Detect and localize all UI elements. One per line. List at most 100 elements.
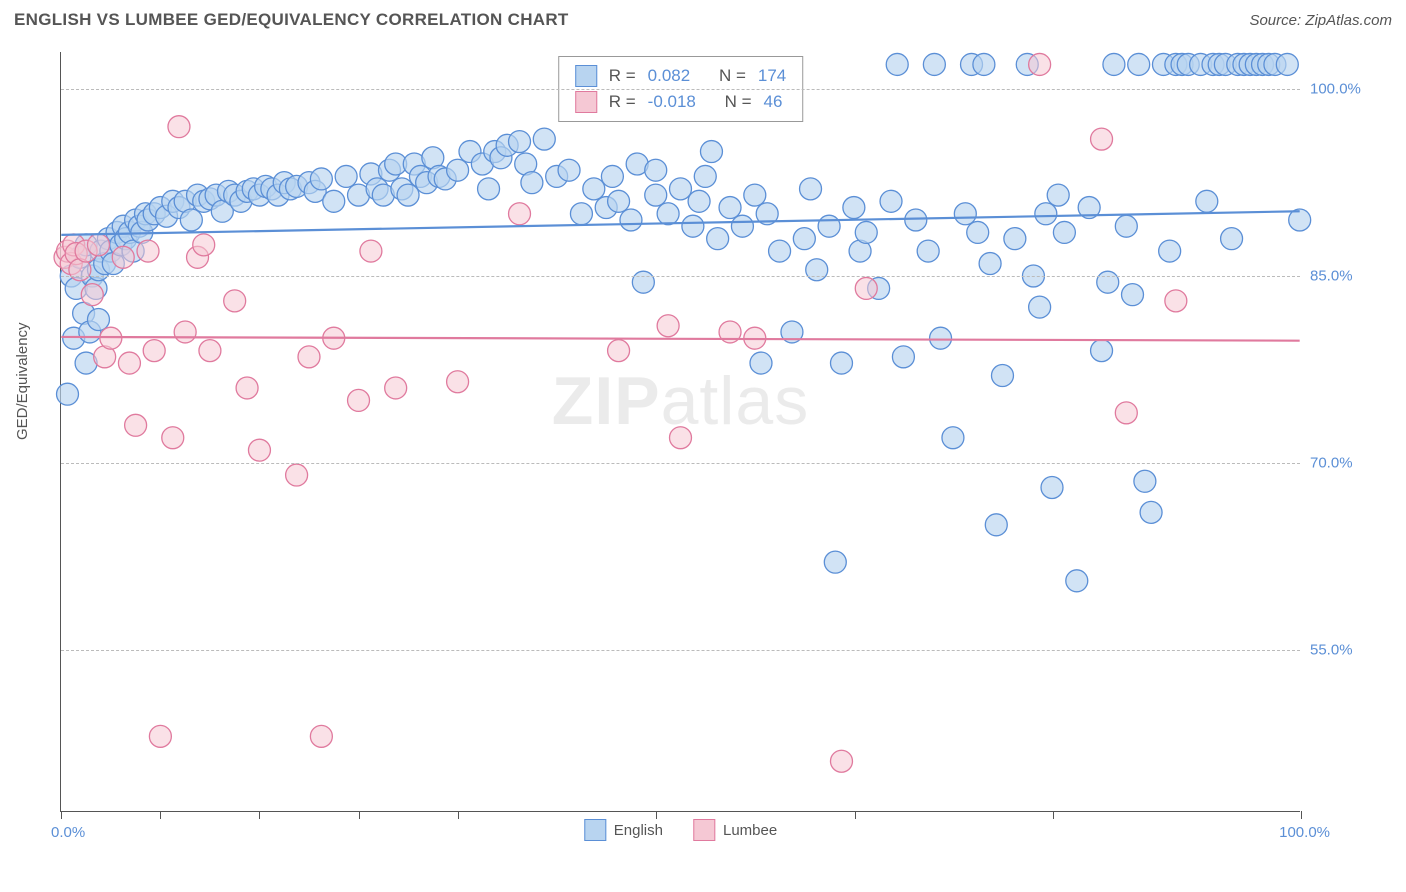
- data-point: [385, 377, 407, 399]
- data-point: [180, 209, 202, 231]
- data-point: [670, 427, 692, 449]
- data-point: [800, 178, 822, 200]
- data-point: [224, 290, 246, 312]
- data-point: [286, 464, 308, 486]
- data-point: [533, 128, 555, 150]
- swatch-lumbee: [575, 91, 597, 113]
- data-point: [750, 352, 772, 374]
- x-tick: [656, 811, 657, 819]
- legend-item-lumbee: Lumbee: [693, 819, 777, 841]
- data-point: [694, 165, 716, 187]
- data-point: [162, 427, 184, 449]
- data-point: [855, 277, 877, 299]
- data-point: [1004, 228, 1026, 250]
- data-point: [831, 750, 853, 772]
- data-point: [892, 346, 914, 368]
- data-point: [1066, 570, 1088, 592]
- gridline: [61, 463, 1300, 464]
- data-point: [118, 352, 140, 374]
- data-point: [1053, 221, 1075, 243]
- gridline: [61, 650, 1300, 651]
- data-point: [1115, 402, 1137, 424]
- data-point: [670, 178, 692, 200]
- data-point: [731, 215, 753, 237]
- data-point: [360, 240, 382, 262]
- data-point: [923, 53, 945, 75]
- data-point: [942, 427, 964, 449]
- stats-row-lumbee: R = -0.018 N = 46: [575, 89, 787, 115]
- data-point: [310, 168, 332, 190]
- data-point: [1041, 477, 1063, 499]
- data-point: [521, 172, 543, 194]
- data-point: [744, 184, 766, 206]
- data-point: [843, 197, 865, 219]
- x-tick: [1301, 811, 1302, 819]
- source-attribution: Source: ZipAtlas.com: [1249, 12, 1392, 29]
- data-point: [886, 53, 908, 75]
- gridline: [61, 89, 1300, 90]
- data-point: [824, 551, 846, 573]
- data-point: [1029, 296, 1051, 318]
- data-point: [806, 259, 828, 281]
- data-point: [1128, 53, 1150, 75]
- x-axis-min-label: 0.0%: [51, 824, 85, 841]
- data-point: [1221, 228, 1243, 250]
- data-point: [707, 228, 729, 250]
- data-point: [335, 165, 357, 187]
- data-point: [143, 340, 165, 362]
- data-point: [199, 340, 221, 362]
- data-point: [509, 131, 531, 153]
- data-point: [657, 315, 679, 337]
- data-point: [645, 184, 667, 206]
- chart-plot-area: ZIPatlas R = 0.082 N = 174 R = -0.018 N …: [60, 52, 1300, 812]
- data-point: [1165, 290, 1187, 312]
- data-point: [930, 327, 952, 349]
- y-tick-label: 70.0%: [1310, 455, 1390, 472]
- data-point: [570, 203, 592, 225]
- data-point: [1047, 184, 1069, 206]
- swatch-english: [575, 65, 597, 87]
- trend-line: [61, 337, 1299, 341]
- y-tick-label: 100.0%: [1310, 81, 1390, 98]
- data-point: [447, 371, 469, 393]
- data-point: [979, 253, 1001, 275]
- data-point: [831, 352, 853, 374]
- data-point: [769, 240, 791, 262]
- scatter-plot-svg: [61, 52, 1300, 811]
- data-point: [954, 203, 976, 225]
- x-tick: [160, 811, 161, 819]
- data-point: [657, 203, 679, 225]
- data-point: [447, 159, 469, 181]
- data-point: [112, 246, 134, 268]
- data-point: [632, 271, 654, 293]
- chart-title: ENGLISH VS LUMBEE GED/EQUIVALENCY CORREL…: [14, 10, 569, 30]
- n-value-english: 174: [758, 66, 786, 86]
- data-point: [1140, 501, 1162, 523]
- data-point: [917, 240, 939, 262]
- data-point: [509, 203, 531, 225]
- gridline: [61, 276, 1300, 277]
- data-point: [1029, 53, 1051, 75]
- data-point: [310, 725, 332, 747]
- r-value-english: 0.082: [648, 66, 691, 86]
- data-point: [985, 514, 1007, 536]
- data-point: [57, 383, 79, 405]
- data-point: [1097, 271, 1119, 293]
- data-point: [81, 284, 103, 306]
- legend-swatch-english: [584, 819, 606, 841]
- data-point: [620, 209, 642, 231]
- x-axis-max-label: 100.0%: [1279, 824, 1330, 841]
- y-axis-label: GED/Equivalency: [14, 322, 31, 440]
- data-point: [880, 190, 902, 212]
- y-tick-label: 85.0%: [1310, 268, 1390, 285]
- data-point: [1134, 470, 1156, 492]
- data-point: [1122, 284, 1144, 306]
- data-point: [818, 215, 840, 237]
- data-point: [973, 53, 995, 75]
- data-point: [478, 178, 500, 200]
- r-value-lumbee: -0.018: [648, 92, 696, 112]
- data-point: [1276, 53, 1298, 75]
- data-point: [397, 184, 419, 206]
- data-point: [348, 389, 370, 411]
- data-point: [174, 321, 196, 343]
